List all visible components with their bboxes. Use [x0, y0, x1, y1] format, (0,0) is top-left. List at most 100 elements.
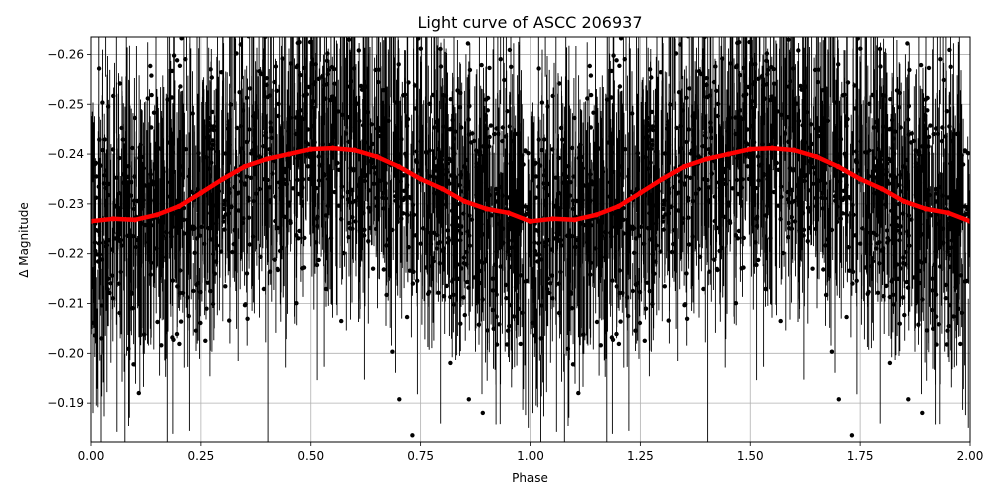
data-point — [208, 127, 214, 132]
data-point — [869, 263, 874, 269]
data-point — [275, 267, 281, 273]
data-point — [821, 267, 826, 272]
data-point — [362, 227, 367, 232]
data-point — [362, 178, 368, 184]
data-point — [332, 81, 337, 86]
data-point — [949, 238, 954, 243]
data-point — [626, 313, 631, 319]
data-point — [494, 342, 500, 347]
data-point — [152, 196, 158, 202]
data-point — [817, 178, 822, 183]
data-point — [923, 97, 928, 102]
data-point — [932, 262, 937, 267]
data-point — [887, 360, 893, 366]
data-point — [854, 278, 859, 283]
data-point — [195, 186, 200, 192]
data-point — [804, 84, 809, 89]
data-point — [532, 248, 538, 254]
data-point — [406, 245, 412, 250]
y-tick-label: −0.24 — [47, 147, 84, 161]
data-point — [119, 125, 124, 131]
data-point — [725, 128, 731, 134]
data-point — [739, 266, 744, 271]
data-point — [905, 41, 910, 46]
data-point — [183, 147, 188, 152]
data-point — [786, 235, 791, 240]
data-point — [441, 124, 446, 129]
data-point — [487, 134, 492, 140]
data-point — [190, 111, 195, 116]
data-point — [494, 314, 499, 319]
data-point — [364, 84, 369, 89]
data-point — [690, 114, 695, 119]
data-point — [806, 188, 811, 193]
data-point — [852, 106, 858, 111]
data-point — [485, 328, 490, 333]
data-point — [647, 288, 652, 294]
data-point — [560, 172, 566, 177]
data-point — [366, 205, 371, 210]
x-tick-label: 0.00 — [78, 449, 105, 463]
data-point — [458, 231, 463, 236]
data-point — [418, 241, 423, 246]
data-point — [93, 248, 98, 254]
data-point — [438, 46, 443, 52]
data-point — [167, 194, 173, 199]
fit-point — [593, 212, 600, 218]
data-point — [934, 342, 939, 347]
data-point — [765, 67, 771, 73]
data-point — [223, 284, 228, 289]
data-point — [367, 209, 373, 214]
data-point — [714, 5, 718, 9]
data-point — [693, 191, 698, 196]
data-point — [227, 318, 232, 323]
data-point — [933, 314, 939, 319]
data-point — [904, 157, 909, 163]
data-point — [844, 182, 849, 188]
data-point — [466, 180, 471, 185]
data-point — [373, 67, 378, 73]
data-point — [920, 232, 925, 237]
data-point — [958, 273, 963, 278]
data-point — [847, 268, 852, 273]
data-point — [444, 167, 449, 172]
data-point — [612, 211, 617, 216]
data-point — [946, 323, 951, 329]
data-point — [229, 204, 234, 210]
data-point — [756, 76, 761, 82]
data-point — [829, 349, 835, 354]
data-point — [571, 174, 576, 179]
data-point — [263, 130, 268, 135]
data-point — [466, 285, 471, 290]
data-point — [799, 87, 804, 92]
data-point — [543, 240, 548, 245]
data-point — [366, 238, 371, 244]
data-point — [248, 175, 254, 180]
data-point — [698, 71, 704, 77]
data-point — [791, 168, 796, 173]
data-point — [721, 166, 727, 172]
data-point — [756, 257, 761, 263]
data-point — [897, 182, 902, 188]
data-point — [917, 259, 922, 264]
data-point — [686, 127, 691, 132]
y-tick-label: −0.19 — [47, 396, 84, 410]
data-point — [578, 189, 584, 194]
data-point — [639, 224, 644, 230]
data-point — [398, 179, 403, 184]
data-point — [390, 349, 395, 354]
data-point — [761, 83, 766, 88]
data-point — [591, 110, 596, 115]
data-point — [604, 97, 610, 102]
data-point — [964, 278, 970, 284]
data-point — [474, 161, 479, 166]
data-point — [448, 97, 453, 102]
data-point — [438, 64, 444, 69]
data-point — [813, 195, 819, 201]
data-point — [376, 79, 381, 85]
data-point — [325, 72, 330, 77]
data-point — [880, 124, 886, 129]
data-point — [237, 173, 242, 178]
data-point — [959, 153, 964, 158]
data-point — [554, 230, 560, 236]
